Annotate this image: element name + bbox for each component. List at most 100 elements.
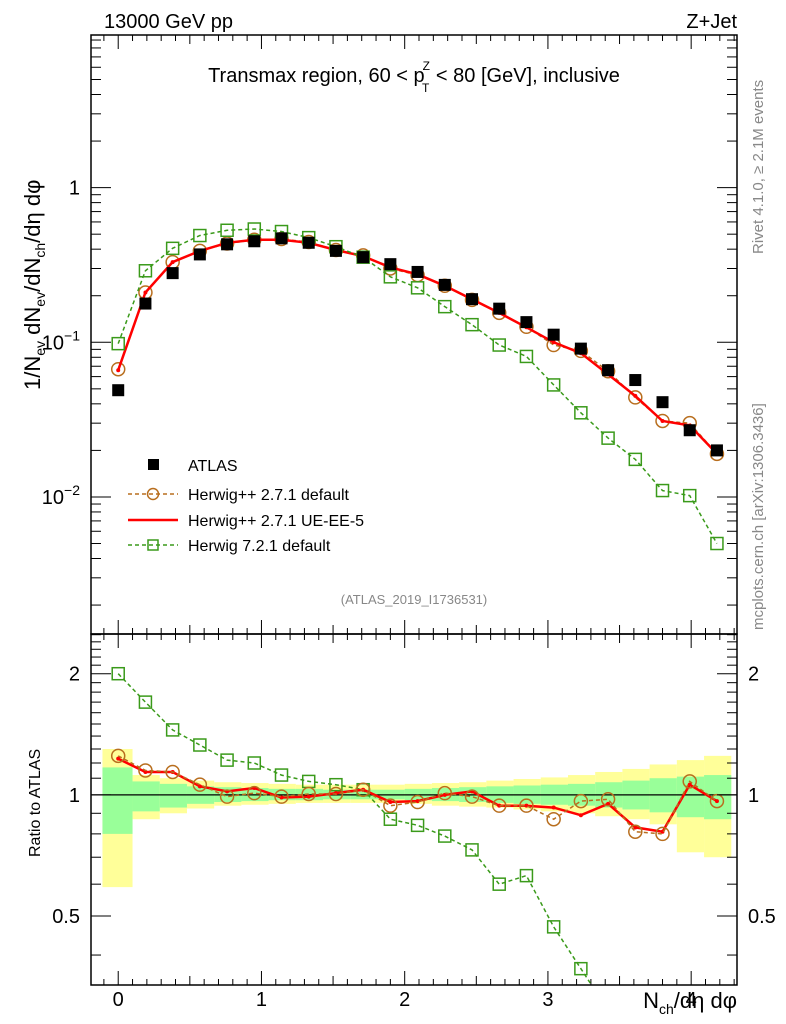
line-point <box>497 803 502 808</box>
square-marker <box>628 452 643 467</box>
circle-marker <box>247 785 262 801</box>
ratio-y-tick-label-right: 1 <box>748 785 759 807</box>
atlas-data-point <box>438 278 451 291</box>
atlas-data-point <box>493 302 506 315</box>
atlas-data-point <box>656 396 669 409</box>
circle-marker <box>491 798 507 813</box>
main-panel: 1 10−1 10−2 <box>42 34 738 985</box>
stat-band-bin <box>102 767 133 834</box>
square-marker <box>546 920 561 934</box>
circle-marker <box>655 826 670 842</box>
square-marker <box>193 228 207 243</box>
circle-marker <box>110 748 126 764</box>
square-marker <box>383 270 398 284</box>
square-marker <box>655 483 670 498</box>
line-point <box>660 418 665 423</box>
atlas-data-point <box>275 232 288 245</box>
square-marker <box>220 223 234 238</box>
atlas-data-point <box>221 238 234 251</box>
atlas-marker-icon <box>148 459 159 470</box>
line-point <box>116 756 121 761</box>
atlas-data-point <box>411 265 424 278</box>
series-line-dashed-circle <box>117 755 718 835</box>
stat-band-bin <box>159 783 187 808</box>
legend-entry-herwigpp-ueee5: Herwig++ 2.7.1 UE-EE-5 <box>128 513 364 530</box>
circle-marker <box>383 798 398 813</box>
square-marker <box>574 406 588 420</box>
circle-marker <box>192 777 208 792</box>
process-label: Z+Jet <box>686 11 737 33</box>
circle-marker <box>573 793 589 809</box>
square-marker <box>465 317 479 332</box>
mcplots-label: mcplots.cern.ch [arXiv:1306.3436] <box>750 403 767 630</box>
square-marker <box>247 756 262 770</box>
atlas-data-point <box>602 364 615 377</box>
square-marker <box>410 281 425 295</box>
circle-marker <box>437 785 453 801</box>
legend-entry-herwigpp-default: Herwig++ 2.7.1 default <box>128 487 350 504</box>
square-marker <box>465 843 479 857</box>
square-marker <box>165 723 180 737</box>
line-point <box>578 813 583 818</box>
atlas-data-point <box>547 328 560 341</box>
atlas-data-point <box>574 342 587 355</box>
plot-title: Transmax region, 60 < pZ T < 80 [GeV], in… <box>208 59 620 95</box>
legend-entry-herwig7-default: Herwig 7.2.1 default <box>128 538 331 555</box>
circle-marker <box>328 786 344 802</box>
atlas-data-point <box>139 297 152 310</box>
series-line-dashed-square <box>117 673 593 986</box>
circle-marker <box>301 786 316 802</box>
atlas-data-point <box>193 248 206 261</box>
line-point <box>606 801 611 806</box>
energy-label: 13000 GeV pp <box>104 11 233 33</box>
square-marker <box>519 349 534 364</box>
atlas-data-point <box>302 236 315 249</box>
y-tick-label: 10−1 <box>42 327 80 354</box>
circle-marker <box>165 764 180 780</box>
line-point <box>551 340 556 345</box>
circle-marker <box>219 789 235 804</box>
circle-marker <box>628 390 643 405</box>
line-point <box>197 784 202 789</box>
square-marker <box>165 241 180 256</box>
ratio-panel: 0 1 2 3 4 2 2 1 1 0.5 0.5 <box>52 633 776 1011</box>
circle-marker <box>110 361 126 377</box>
square-marker <box>519 868 534 883</box>
series-line-dashed-square <box>117 228 718 544</box>
atlas-data-point <box>112 384 125 397</box>
circle-marker <box>355 782 371 797</box>
x-tick-label: 0 <box>113 989 124 1011</box>
line-point <box>633 825 638 830</box>
square-marker <box>682 488 697 503</box>
line-point <box>415 799 420 804</box>
svg-text:ATLAS: ATLAS <box>188 458 238 475</box>
line-point <box>116 368 121 373</box>
line-point <box>170 260 175 265</box>
stat-band-bin <box>132 781 160 812</box>
line-point <box>143 290 148 295</box>
circle-marker <box>138 763 153 778</box>
square-marker <box>193 738 207 752</box>
atlas-data-point <box>357 251 370 264</box>
ratio-frame <box>90 633 738 986</box>
atlas-data-point <box>166 267 179 280</box>
x-axis-label: Nch/dη dφ <box>643 988 737 1017</box>
square-marker-icon <box>147 539 159 551</box>
line-point <box>551 805 556 810</box>
line-point <box>714 799 719 804</box>
square-marker <box>438 299 452 314</box>
circle-marker <box>682 774 697 789</box>
atlas-data-point <box>384 258 397 271</box>
y-tick-label: 10−2 <box>42 482 80 509</box>
square-marker <box>220 753 234 767</box>
x-tick-label: 1 <box>256 989 267 1011</box>
line-point <box>633 393 638 398</box>
square-marker <box>138 695 153 709</box>
line-point <box>388 800 393 805</box>
x-tick-label: 2 <box>399 989 410 1011</box>
circle-marker <box>519 798 534 813</box>
atlas-data-point <box>683 424 696 437</box>
circle-marker <box>546 811 561 827</box>
square-marker <box>574 961 588 976</box>
